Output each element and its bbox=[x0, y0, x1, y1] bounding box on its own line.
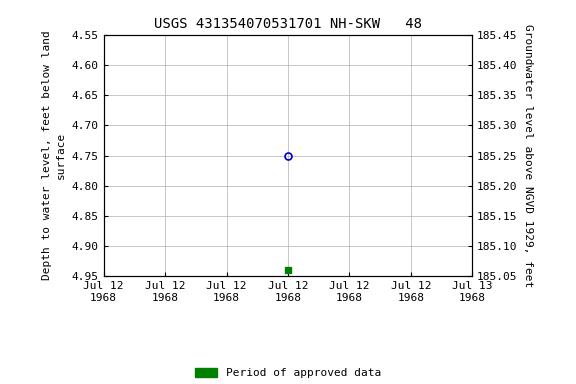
Legend: Period of approved data: Period of approved data bbox=[195, 368, 381, 379]
Y-axis label: Depth to water level, feet below land
surface: Depth to water level, feet below land su… bbox=[42, 31, 66, 280]
Y-axis label: Groundwater level above NGVD 1929, feet: Groundwater level above NGVD 1929, feet bbox=[523, 24, 533, 287]
Title: USGS 431354070531701 NH-SKW   48: USGS 431354070531701 NH-SKW 48 bbox=[154, 17, 422, 31]
